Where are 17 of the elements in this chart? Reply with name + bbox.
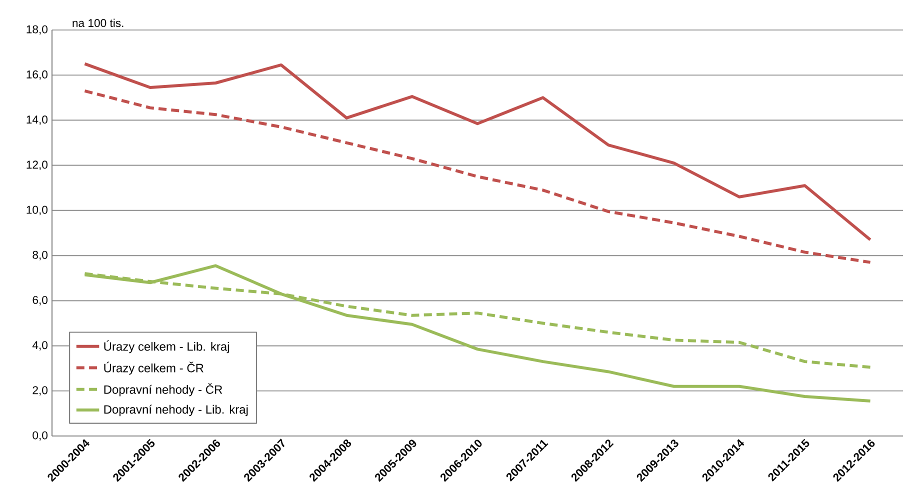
y-tick-label: 16,0 [26, 70, 48, 80]
y-tick-label: 10,0 [26, 206, 48, 216]
y-tick-label: 14,0 [26, 116, 48, 125]
line-series [83, 62, 872, 242]
y-tick-label: 12,0 [26, 160, 48, 170]
y-tick-label: 0,0 [32, 431, 48, 441]
legend-label: Dopravní nehody - Lib. kraj [104, 404, 248, 416]
y-axis-title: na 100 tis. [72, 18, 124, 28]
legend-label: Úrazy celkem - ČR [104, 362, 204, 375]
line-series [83, 89, 872, 264]
y-tick-label: 8,0 [32, 250, 48, 260]
y-tick-label: 4,0 [32, 341, 48, 350]
legend-label: Úrazy celkem - Lib. kraj [104, 340, 229, 354]
legend-label: Dopravní nehody - ČR [104, 383, 222, 396]
y-tick-label: 6,0 [32, 296, 48, 306]
y-tick-label: 2,0 [32, 386, 48, 396]
y-tick-label: 18,0 [26, 25, 48, 35]
